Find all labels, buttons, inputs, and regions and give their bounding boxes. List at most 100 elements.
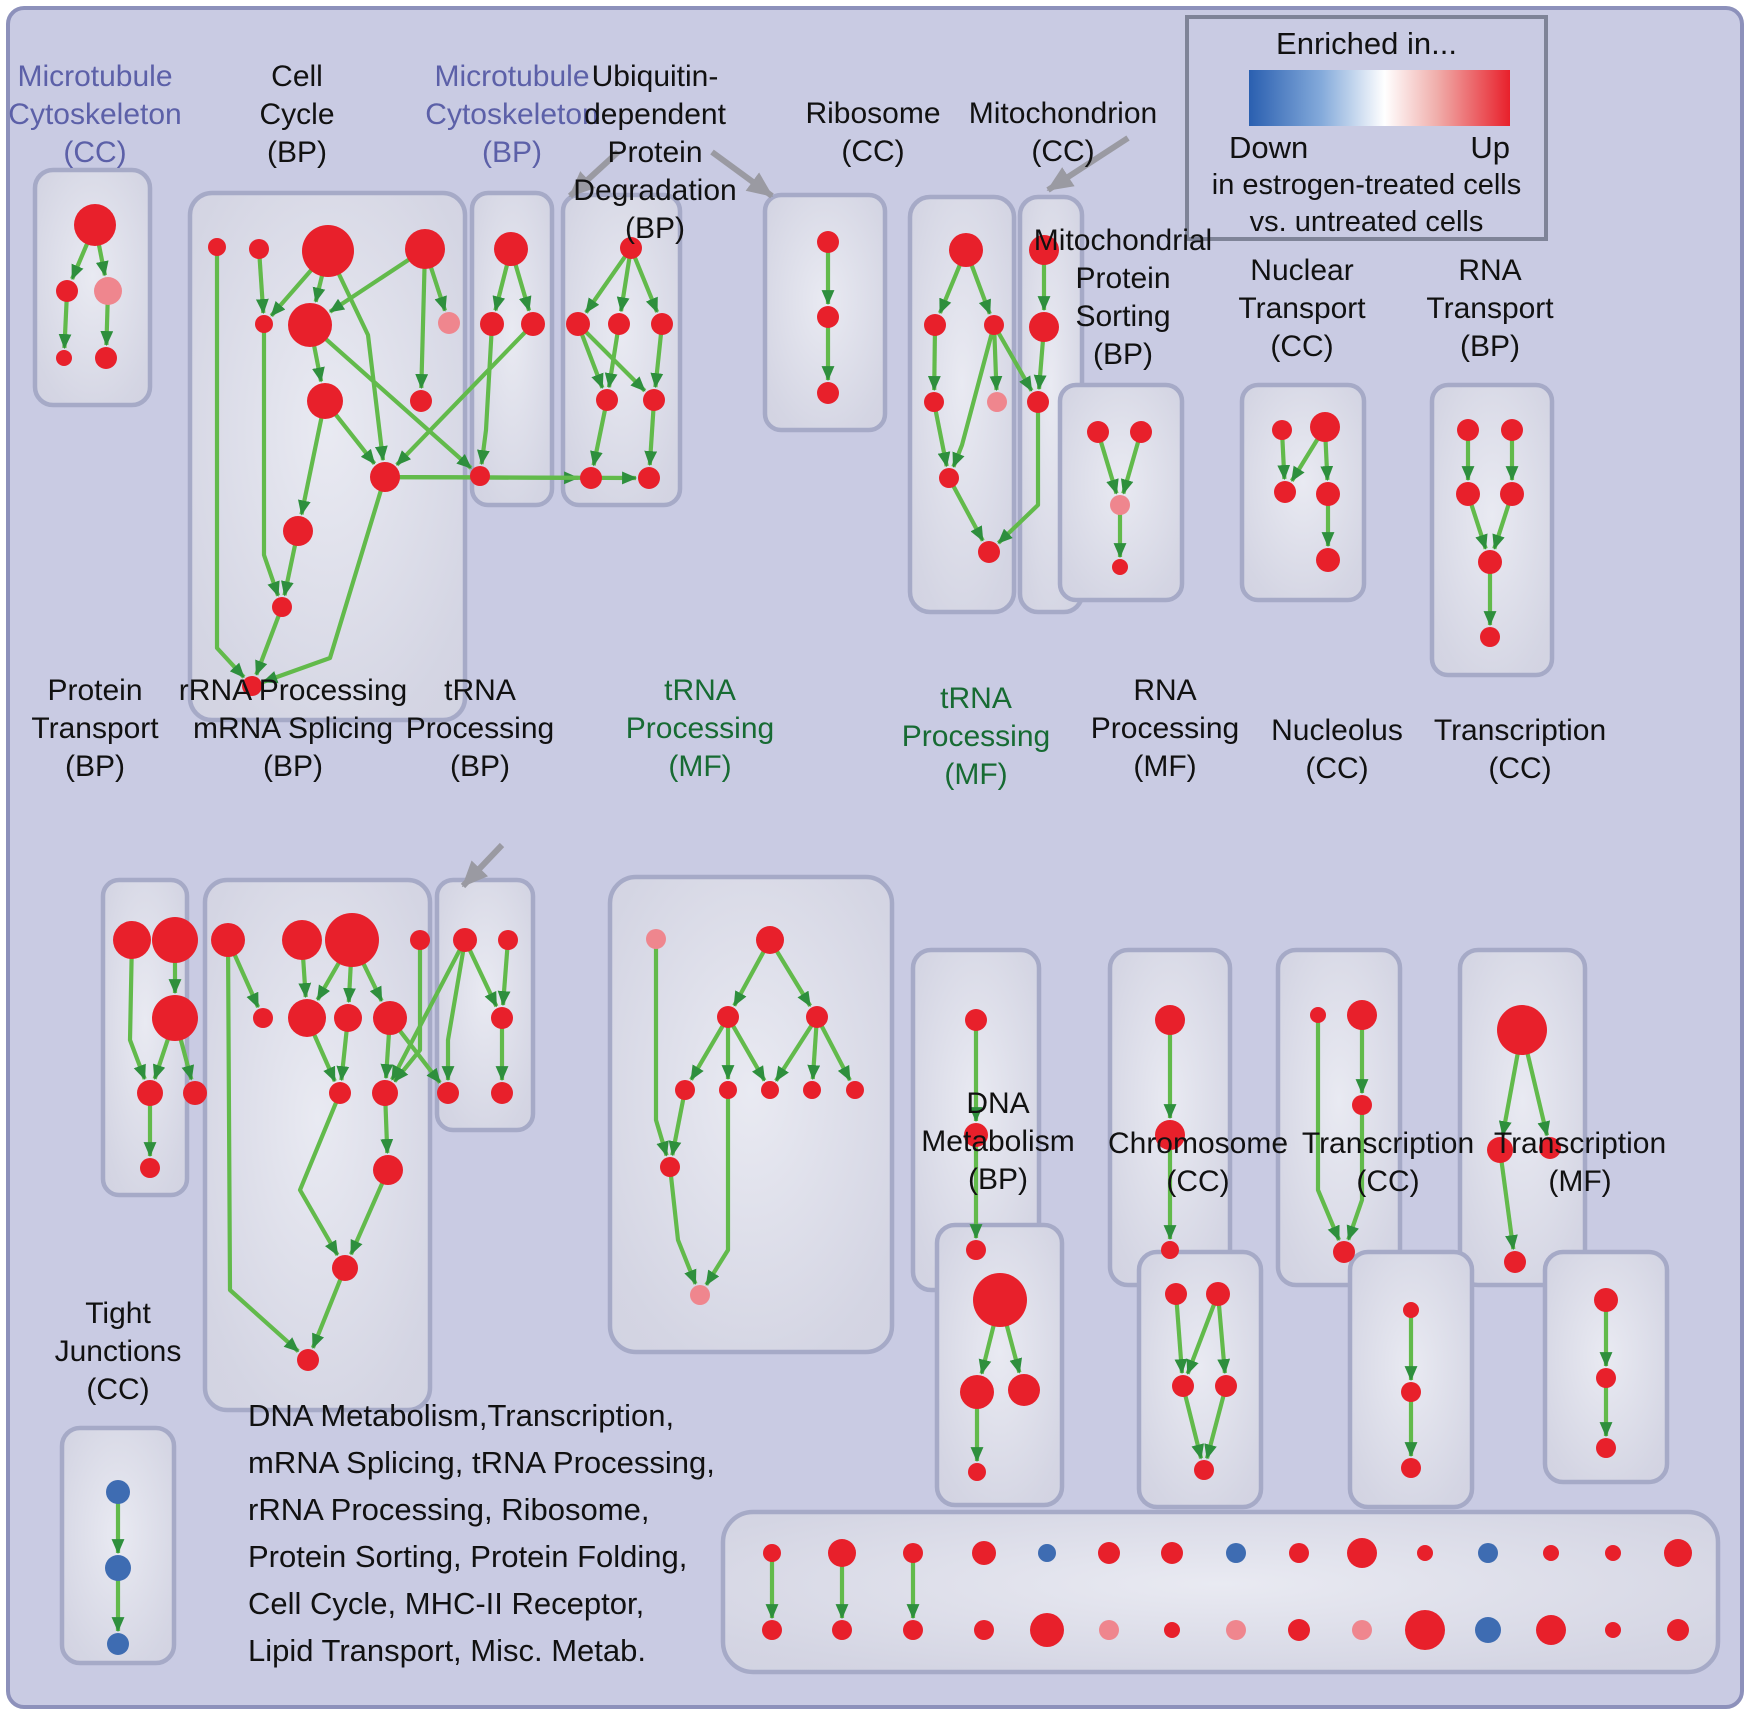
edge-g7-g9 [336, 1030, 350, 1082]
go-node-mi2 [1029, 312, 1059, 342]
go-node-c5 [255, 315, 273, 333]
legend-subtitle-1: in estrogen-treated cells [1211, 169, 1522, 201]
edge-u5-u7 [590, 409, 608, 467]
legend-gradient-bar [1249, 70, 1510, 126]
go-node-g7 [334, 1004, 362, 1032]
edge-n2-n3 [1290, 437, 1320, 483]
edge-u3-u5 [604, 333, 620, 389]
label-chromosome-cc: Chromosome (CC) [1107, 1127, 1289, 1198]
annotation-arrow-3 [1046, 135, 1130, 193]
edge-x1-x2 [1498, 1053, 1520, 1137]
go-node-d1 [973, 1273, 1027, 1327]
go-node-c8 [307, 383, 343, 419]
edge-p1-p4 [127, 957, 147, 1081]
edge-c8-c11 [298, 417, 324, 516]
cluster-chromosome-box [1136, 1249, 1264, 1510]
go-node-r4 [924, 392, 944, 412]
go-node-tj3 [107, 1633, 129, 1655]
edge-c4-c9 [415, 267, 429, 390]
edge-g11-g12 [349, 1181, 385, 1256]
go-node-z2 [1596, 1368, 1616, 1388]
legend-down-label: Down [1229, 130, 1309, 165]
go-node-u8 [638, 467, 660, 489]
go-node-d3 [1008, 1374, 1040, 1406]
edge-s2-s3 [1120, 441, 1141, 495]
edge-u1-u3 [616, 257, 632, 313]
go-node-b3b [903, 1620, 923, 1640]
edge-c3-c6 [312, 274, 326, 303]
go-node-x3 [1539, 1137, 1561, 1159]
edge-c8-c10 [333, 412, 377, 466]
edge-f2-f4 [775, 950, 812, 1007]
go-node-e5 [1194, 1460, 1214, 1480]
edge-e2-e4 [1216, 1304, 1231, 1375]
edge-c4-c7 [428, 266, 447, 312]
go-node-v1 [817, 231, 839, 253]
edge-p3-p5 [178, 1038, 195, 1081]
go-node-f9 [846, 1081, 864, 1099]
go-node-n2 [1310, 412, 1340, 442]
go-node-f1 [646, 929, 666, 949]
go-node-c3 [302, 225, 354, 277]
go-node-b15t [1664, 1539, 1692, 1567]
go-node-t4 [470, 466, 490, 486]
go-node-b1b [762, 1620, 782, 1640]
go-node-p4 [137, 1080, 163, 1106]
label-ubiquitin-degradation-bp: Ubiquitin- dependent Protein Degradation… [573, 60, 737, 245]
edge-e3-e5 [1183, 1395, 1204, 1460]
edge-g1-g5 [232, 953, 261, 1009]
go-node-k3 [966, 1240, 986, 1260]
go-node-r6 [939, 468, 959, 488]
cluster-rna-transport-box [1429, 382, 1555, 678]
label-ribosome-cc: Ribosome (CC) [805, 97, 941, 168]
go-node-mi1 [1029, 235, 1059, 265]
edge-g8-w4 [398, 1029, 442, 1084]
edge-f2-f3 [732, 950, 766, 1007]
go-node-w5 [491, 1082, 513, 1104]
label-rrna-mrna-bp: rRNA Processing mRNA Splicing (BP) [178, 674, 408, 783]
go-node-g10 [372, 1080, 398, 1106]
cluster-misc-grid-box [720, 1509, 1721, 1675]
edge-c6-c8 [312, 345, 325, 383]
edge-u1-u2 [584, 254, 628, 314]
edge-e1-e3 [1174, 1303, 1188, 1375]
go-node-o2 [1347, 1000, 1377, 1030]
edge-o3-o4 [1346, 1114, 1365, 1241]
edge-t1-t3 [513, 263, 532, 312]
go-node-b9t [1289, 1543, 1309, 1563]
edge-f5-f10 [668, 1098, 686, 1157]
go-node-u7 [580, 467, 602, 489]
go-node-b8t [1226, 1543, 1246, 1563]
cluster-dna-metabolism-box [934, 1222, 1065, 1508]
go-node-u6 [643, 389, 665, 411]
go-node-c1 [208, 238, 226, 256]
go-node-c4 [405, 229, 445, 269]
annotation-arrow-2 [710, 149, 774, 199]
go-node-b12t [1478, 1543, 1498, 1563]
cluster-transcription-cc-box-row2 [1457, 947, 1588, 1288]
go-node-x2 [1487, 1137, 1513, 1163]
go-node-y3 [1401, 1458, 1421, 1478]
label-tight-junctions-cc: Tight Junctions (CC) [54, 1297, 182, 1406]
edge-n1-n3 [1277, 438, 1291, 481]
go-node-e1 [1165, 1283, 1187, 1305]
go-node-c9 [410, 390, 432, 412]
go-node-o3 [1352, 1095, 1372, 1115]
go-node-b2b [832, 1620, 852, 1640]
go-node-v2 [817, 306, 839, 328]
go-node-b14b [1605, 1622, 1621, 1638]
go-node-x4 [1504, 1251, 1526, 1273]
edge-m1-m3 [95, 244, 109, 277]
go-node-b12b [1475, 1617, 1501, 1643]
label-transcription-cc-row2: Transcription (CC) [1433, 714, 1607, 785]
label-trna-processing-mf-2: tRNA Processing (MF) [901, 682, 1051, 791]
label-nucleolus-cc: Nucleolus (CC) [1271, 714, 1403, 785]
edge-g12-g13 [310, 1278, 343, 1349]
go-node-p5 [183, 1081, 207, 1105]
go-node-f3 [717, 1006, 739, 1028]
go-node-c7 [438, 312, 460, 334]
edge-c10-c13 [262, 489, 383, 684]
go-node-b7t [1161, 1542, 1183, 1564]
go-node-d2 [960, 1375, 994, 1409]
